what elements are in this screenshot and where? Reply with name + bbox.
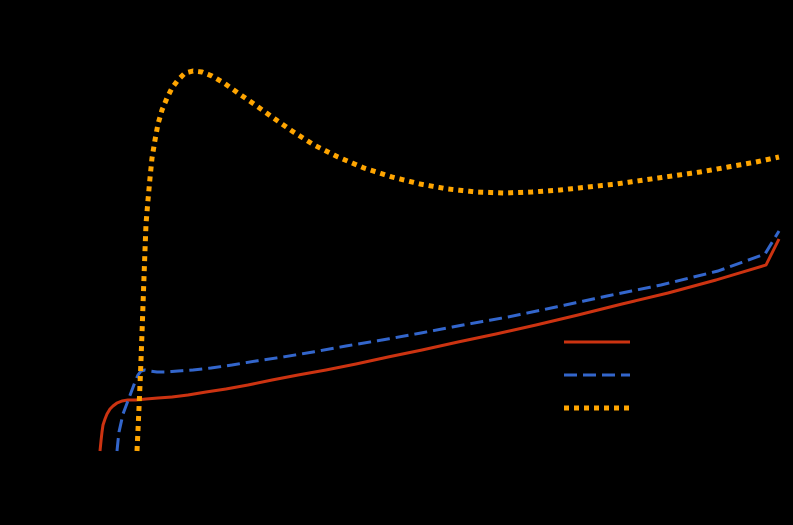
series-line-dotted-orange (134, 68, 780, 452)
series-line-solid-red (98, 238, 781, 452)
legend (564, 340, 630, 411)
series-group (98, 68, 781, 452)
series-line-dashed-blue (115, 230, 781, 452)
